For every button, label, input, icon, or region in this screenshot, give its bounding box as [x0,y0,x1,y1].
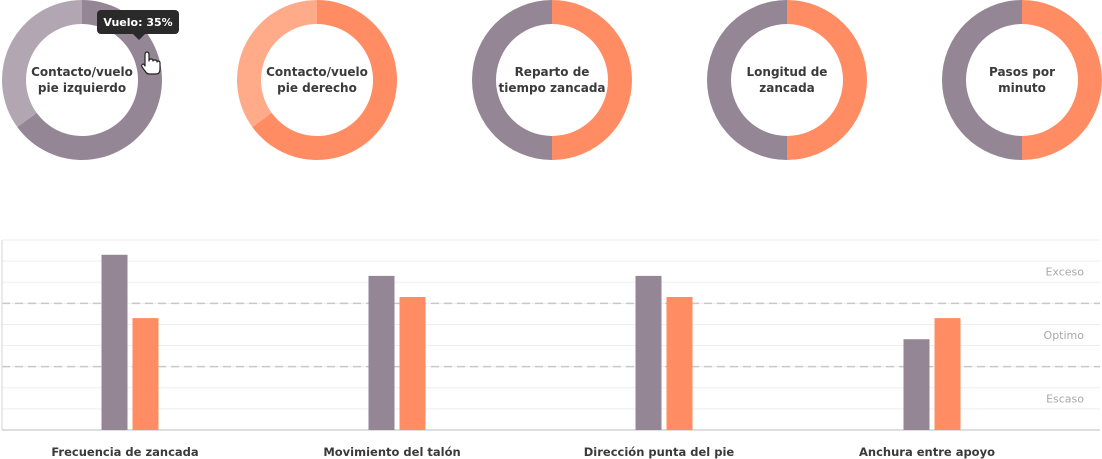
bar[interactable] [635,275,662,430]
donut-label: Pasos por minuto [989,65,1055,95]
donut-label: Reparto de tiempo zancada [498,65,605,95]
donut-slice[interactable] [1022,0,1102,160]
category-label: Anchura entre apoyo [859,445,995,459]
bar-chart: Exceso Optimo Escaso Frecuencia de zancada M… [1,239,1100,459]
donut-slice[interactable] [17,0,162,161]
donut-label-line: pie derecho [277,81,357,95]
bar[interactable] [666,297,693,430]
donut-2[interactable]: Contacto/vuelo pie derecho [237,0,397,161]
donut-slice[interactable] [252,0,397,161]
bar[interactable] [399,297,426,430]
bar-group: Anchura entre apoyo [859,318,995,459]
bar[interactable] [903,339,930,430]
tooltip-text: Vuelo: 35% [103,16,172,29]
tooltip: Vuelo: 35% [97,10,179,75]
category-label: Movimiento del talón [323,445,460,459]
donut-slice[interactable] [2,0,82,128]
donut-3[interactable]: Reparto de tiempo zancada [472,0,632,160]
donut-slice[interactable] [237,0,317,128]
donut-charts: Contacto/vuelo pie izquierdoContacto/vuel… [2,0,1102,161]
donut-label-line: Contacto/vuelo [31,65,133,79]
donut-4[interactable]: Longitud de zancada [707,0,867,160]
donut-slice[interactable] [552,0,632,160]
zone-label: Optimo [1044,329,1085,342]
donut-label-line: zancada [759,81,815,95]
tooltip-box [97,10,179,34]
tooltip-arrow [133,34,145,40]
donut-label-line: minuto [998,81,1046,95]
donut-label: Longitud de zancada [747,65,828,95]
donut-slice[interactable] [707,0,787,160]
bar-group: Movimiento del talón [323,275,461,459]
donut-label-line: Reparto de [515,65,590,79]
donut-label: Contacto/vuelo pie derecho [266,65,368,95]
donut-label-line: pie izquierdo [38,81,126,95]
donut-label-line: Pasos por [989,65,1055,79]
donut-slice[interactable] [942,0,1022,160]
bar[interactable] [934,318,961,430]
category-label: Frecuencia de zancada [51,445,198,459]
bar-group: Frecuencia de zancada [51,254,199,459]
hand-cursor-icon [141,51,161,75]
donut-1[interactable]: Contacto/vuelo pie izquierdo [2,0,162,161]
bar[interactable] [101,254,128,430]
donut-label-line: tiempo zancada [498,81,605,95]
zone-label: Escaso [1046,392,1084,405]
donut-slice[interactable] [787,0,867,160]
category-label: Dirección punta del pie [584,445,735,459]
donut-slice[interactable] [472,0,552,160]
zone-label: Exceso [1045,266,1084,279]
donut-label-line: Contacto/vuelo [266,65,368,79]
bar[interactable] [368,275,395,430]
bar[interactable] [132,318,159,430]
donut-label-line: Longitud de [747,65,828,79]
donut-label: Contacto/vuelo pie izquierdo [31,65,133,95]
donut-5[interactable]: Pasos por minuto [942,0,1102,160]
bar-group: Dirección punta del pie [584,275,735,459]
